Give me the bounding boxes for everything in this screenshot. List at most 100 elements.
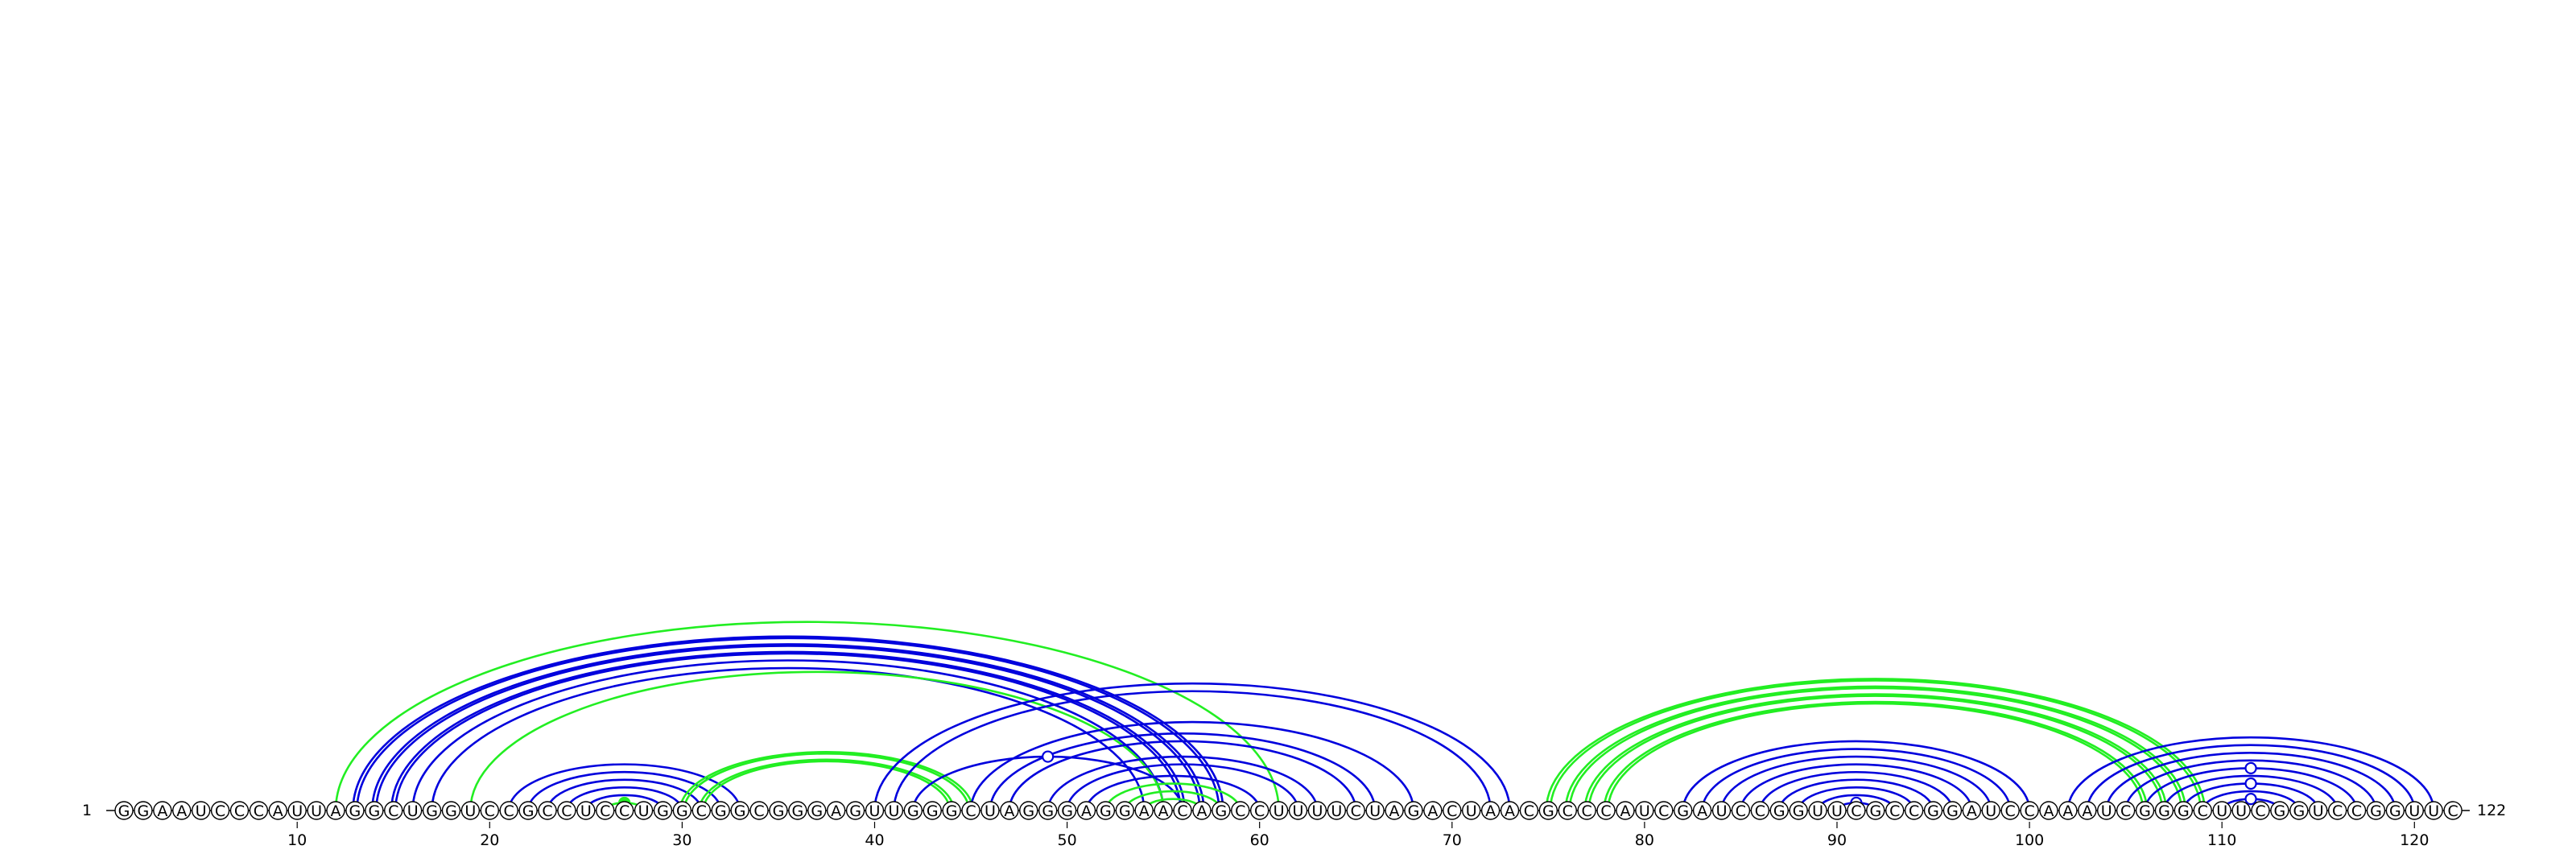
svg-text:C: C [2332,802,2343,820]
nucleotide: C [557,801,576,820]
nucleotide: G [1212,801,1231,820]
nucleotide: U [2405,801,2424,820]
tick-label: 50 [1057,831,1076,849]
nucleotide: C [2347,801,2367,820]
nucleotide: G [1769,801,1789,820]
nucleotide: C [499,801,518,820]
base-pair-arc [469,670,1165,811]
nucleotide: A [1692,801,1712,820]
svg-text:G: G [368,802,380,820]
nucleotide: C [1596,801,1616,820]
base-pair-arc [507,763,741,811]
nucleotide: A [2039,801,2058,820]
svg-text:G: G [1869,802,1881,820]
nucleotide: C [1577,801,1596,820]
nucleotide: A [1500,801,1520,820]
tick-label: 70 [1443,831,1462,849]
nucleotide: G [2289,801,2309,820]
svg-text:C: C [1658,802,1669,820]
nucleotide: C [210,801,230,820]
nucleotide: G [1866,801,1885,820]
tick-label: 40 [865,831,884,849]
nucleotide: G [422,801,442,820]
svg-text:G: G [2274,802,2286,820]
nucleotide: U [1461,801,1481,820]
tick-label: 80 [1635,831,1654,849]
svg-text:C: C [753,802,764,820]
nucleotide: A [172,801,192,820]
svg-text:A: A [831,802,841,820]
nucleotide: C [538,801,557,820]
tick-label: 30 [672,831,691,849]
svg-text:C: C [1889,802,1900,820]
nucleotide: G [1038,801,1058,820]
nucleotide: G [1923,801,1943,820]
nucleotide: G [653,801,673,820]
base-pair-arc [989,732,1377,811]
nucleotide: G [1115,801,1135,820]
nucleotide: G [2270,801,2289,820]
nucleotide: C [961,801,980,820]
nucleotide: C [1173,801,1192,820]
nucleotide: G [942,801,961,820]
pair-marker [2244,761,2257,774]
base-pair-arcs [334,621,2435,811]
nucleotide: C [1654,801,1674,820]
svg-text:C: C [2005,802,2016,820]
svg-text:G: G [2370,802,2382,820]
base-pair-arc [1607,702,2145,811]
svg-text:G: G [445,802,457,820]
nucleotide: C [1558,801,1577,820]
pair-marker [2244,777,2257,790]
tick-label: 120 [2400,831,2429,849]
base-pair-arc [2124,759,2377,811]
svg-text:A: A [1389,802,1400,820]
nucleotide: A [1423,801,1443,820]
nucleotide: G [711,801,730,820]
nucleotide: G [923,801,942,820]
svg-text:A: A [1505,802,1515,820]
base-pair-arc [2066,736,2435,811]
base-pair-arc [1008,740,1357,811]
nucleotide: C [229,801,250,820]
svg-text:A: A [157,802,167,820]
nucleotide: U [2231,801,2251,820]
svg-text:G: G [927,802,939,820]
tick-label: 60 [1250,831,1269,849]
svg-text:C: C [1736,802,1746,820]
nucleotide: U [191,801,211,820]
nucleotide: C [249,801,269,820]
nucleotide: U [1365,801,1385,820]
svg-text:C: C [965,802,976,820]
svg-text:G: G [1042,802,1054,820]
nucleotide: A [1962,801,1982,820]
svg-text:U: U [2216,802,2227,820]
svg-text:C: C [619,802,630,820]
svg-text:C: C [561,802,572,820]
svg-text:A: A [1967,802,1977,820]
svg-text:C: C [215,802,225,820]
base-pair-arc [371,643,1205,811]
nucleotide: U [1808,801,1827,820]
svg-text:A: A [1158,802,1169,820]
nucleotide: G [2174,801,2194,820]
svg-text:C: C [1177,802,1187,820]
svg-text:G: G [1927,802,1939,820]
svg-text:A: A [1139,802,1150,820]
svg-text:C: C [1582,802,1592,820]
nucleotide: U [1307,801,1327,820]
svg-text:A: A [1004,802,1014,820]
nucleotide: C [1904,801,1924,820]
tick-label: 10 [287,831,307,849]
base-pair-arc [969,720,1415,811]
svg-text:G: G [715,802,727,820]
svg-text:U: U [2235,802,2247,820]
base-pair-arc [1682,740,2031,811]
nucleotide: C [1519,801,1539,820]
svg-text:U: U [888,802,899,820]
nucleotide: A [268,801,287,820]
svg-text:U: U [2409,802,2420,820]
svg-text:U: U [1331,802,1342,820]
